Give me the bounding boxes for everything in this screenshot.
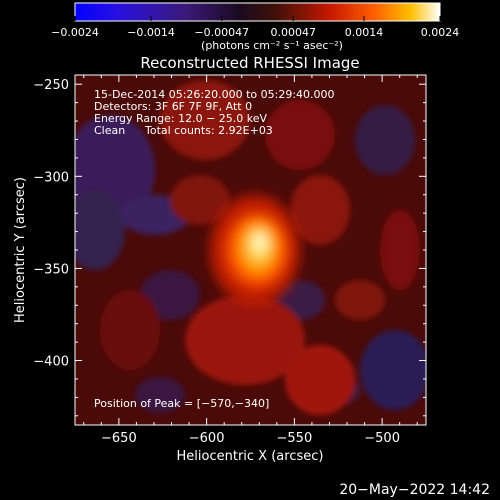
colorbar-tick-label: −0.00047: [194, 26, 249, 39]
y-tick-label: −250: [33, 78, 69, 93]
colorbar-tick-label: 0.0024: [421, 26, 460, 39]
x-tick-label: −550: [277, 431, 313, 446]
y-tick-label: −400: [33, 355, 69, 370]
annotation-energy-range: Energy Range: 12.0 − 25.0 keV: [94, 112, 268, 125]
colorbar-tick-label: −0.0014: [127, 26, 175, 39]
chart-title: Reconstructed RHESSI Image: [140, 54, 359, 72]
annotation-peak-position: Position of Peak = [−570,−340]: [94, 397, 269, 410]
colorbar: [74, 2, 441, 22]
x-axis-label: Heliocentric X (arcsec): [177, 449, 324, 464]
colorbar-tick-label: 0.0014: [345, 26, 384, 39]
y-tick-label: −300: [33, 170, 69, 185]
annotation-method: Clean: [94, 124, 125, 137]
footer-timestamp: 20−May−2022 14:42: [339, 482, 490, 498]
x-tick-label: −600: [189, 431, 225, 446]
y-axis-ticks: −250 −300 −350 −400: [33, 78, 426, 417]
annotation-detectors: Detectors: 3F 6F 7F 9F, Att 0: [94, 100, 252, 113]
y-tick-label: −350: [33, 262, 69, 277]
colorbar-ticks: −0.0024 −0.0014 −0.00047 0.00047 0.0014 0.002…: [51, 16, 459, 39]
x-axis-ticks: −650 −600 −550 −500: [83, 75, 418, 446]
annotation-total-counts: Total counts: 2.92E+03: [144, 124, 273, 137]
colorbar-tick-label: −0.0024: [51, 26, 99, 39]
y-axis-label: Heliocentric Y (arcsec): [13, 177, 28, 323]
annotation-time-range: 15-Dec-2014 05:26:20.000 to 05:29:40.000: [94, 88, 335, 101]
x-tick-label: −650: [101, 431, 137, 446]
heatmap-image: [75, 75, 426, 425]
colorbar-tick-label: 0.00047: [270, 26, 316, 39]
x-tick-label: −500: [364, 431, 400, 446]
annotation-block: 15-Dec-2014 05:26:20.000 to 05:29:40.000…: [94, 88, 335, 137]
colorbar-unit-label: (photons cm⁻² s⁻¹ asec⁻²): [201, 39, 343, 52]
